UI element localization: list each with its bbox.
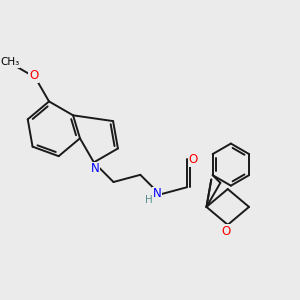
Text: CH₃: CH₃ — [1, 57, 20, 67]
Text: H: H — [145, 195, 153, 205]
Text: O: O — [29, 69, 38, 82]
Text: O: O — [189, 153, 198, 166]
Text: N: N — [153, 188, 161, 200]
Text: O: O — [222, 225, 231, 238]
Text: N: N — [91, 162, 100, 175]
